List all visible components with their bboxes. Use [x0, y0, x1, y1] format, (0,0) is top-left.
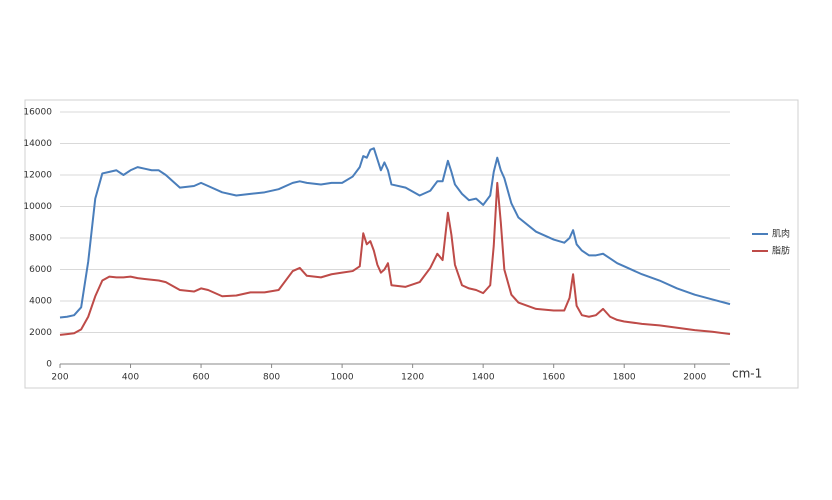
legend-label: 脂肪 — [772, 245, 790, 257]
x-tick-label: 1400 — [472, 373, 495, 383]
y-tick-label: 8000 — [29, 234, 52, 244]
y-tick-label: 4000 — [29, 297, 52, 307]
y-tick-label: 14000 — [23, 139, 52, 149]
series-line — [59, 181, 731, 336]
y-tick-label: 16000 — [23, 108, 52, 118]
x-tick-label: 1800 — [613, 373, 636, 383]
y-tick-label: 6000 — [29, 265, 52, 275]
x-tick-label: 200 — [51, 373, 68, 383]
x-axis-label: cm-1 — [732, 367, 762, 381]
x-tick-label: 800 — [263, 373, 280, 383]
x-tick-label: 400 — [122, 373, 139, 383]
chart-frame — [24, 99, 799, 389]
x-tick-label: 1200 — [401, 373, 424, 383]
y-tick-label: 0 — [46, 360, 52, 370]
legend-label: 肌肉 — [772, 228, 790, 240]
x-tick-label: 2000 — [683, 373, 706, 383]
x-tick-label: 600 — [192, 373, 209, 383]
y-tick-label: 2000 — [29, 328, 52, 338]
x-tick-label: 1000 — [331, 373, 354, 383]
y-tick-label: 12000 — [23, 171, 52, 181]
y-tick-label: 10000 — [23, 202, 52, 212]
x-tick-label: 1600 — [542, 373, 565, 383]
series-line — [59, 147, 731, 319]
